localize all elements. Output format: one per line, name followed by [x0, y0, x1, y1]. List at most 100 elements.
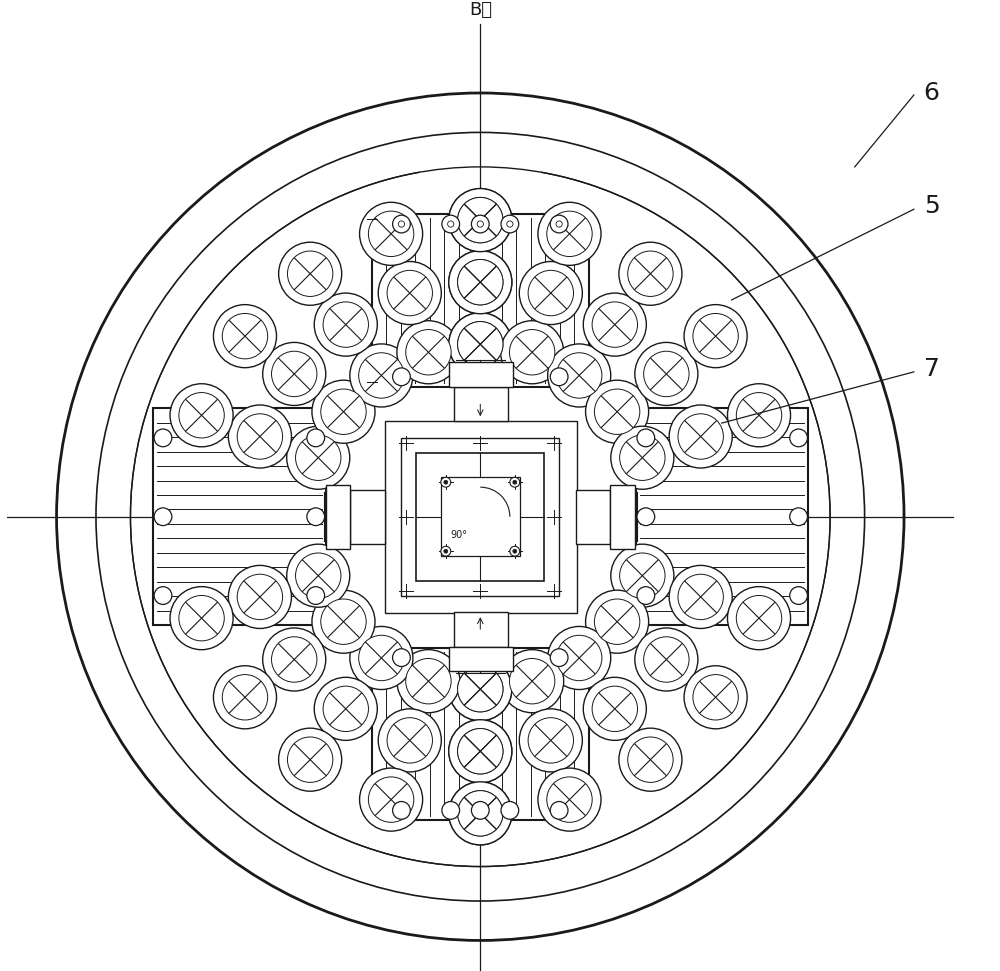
- Circle shape: [790, 508, 807, 525]
- Circle shape: [387, 718, 432, 763]
- Circle shape: [557, 352, 602, 398]
- Circle shape: [620, 435, 665, 481]
- Circle shape: [458, 728, 503, 774]
- Circle shape: [458, 728, 503, 774]
- Circle shape: [592, 302, 638, 348]
- Bar: [576, 490, 610, 545]
- Circle shape: [550, 801, 568, 820]
- Circle shape: [296, 553, 341, 598]
- Circle shape: [321, 389, 366, 434]
- Circle shape: [287, 426, 350, 489]
- Circle shape: [477, 221, 483, 227]
- Circle shape: [307, 586, 325, 604]
- Circle shape: [684, 666, 747, 729]
- Circle shape: [442, 216, 460, 233]
- Text: 7: 7: [924, 357, 940, 381]
- Circle shape: [406, 329, 451, 375]
- Circle shape: [449, 188, 512, 251]
- Circle shape: [296, 435, 341, 481]
- Circle shape: [458, 321, 503, 367]
- Circle shape: [471, 216, 489, 233]
- Circle shape: [287, 544, 350, 607]
- Circle shape: [471, 368, 489, 385]
- Circle shape: [550, 368, 568, 385]
- Circle shape: [222, 675, 268, 720]
- Circle shape: [314, 678, 377, 740]
- Circle shape: [510, 547, 520, 556]
- Circle shape: [154, 429, 172, 447]
- Bar: [326, 486, 350, 550]
- Circle shape: [790, 586, 807, 604]
- Circle shape: [393, 216, 410, 233]
- Circle shape: [449, 782, 512, 845]
- Circle shape: [501, 650, 564, 713]
- Circle shape: [471, 649, 489, 666]
- Circle shape: [321, 599, 366, 645]
- Circle shape: [263, 343, 326, 406]
- Text: 90°: 90°: [451, 530, 468, 541]
- Bar: [610, 486, 635, 550]
- Circle shape: [393, 801, 410, 820]
- Circle shape: [736, 595, 782, 641]
- Circle shape: [458, 197, 503, 243]
- Circle shape: [154, 586, 172, 604]
- Circle shape: [458, 666, 503, 712]
- Bar: [385, 421, 577, 614]
- Circle shape: [628, 251, 673, 296]
- Circle shape: [550, 649, 568, 666]
- Circle shape: [548, 344, 611, 407]
- Text: 5: 5: [924, 194, 939, 218]
- Circle shape: [637, 429, 655, 447]
- Bar: [454, 613, 508, 647]
- Circle shape: [547, 211, 592, 256]
- Circle shape: [406, 658, 451, 704]
- Circle shape: [444, 550, 448, 553]
- Circle shape: [790, 429, 807, 447]
- Circle shape: [594, 599, 640, 645]
- Bar: [636, 409, 808, 625]
- Circle shape: [620, 553, 665, 598]
- Circle shape: [736, 392, 782, 438]
- Circle shape: [312, 590, 375, 653]
- Bar: [372, 648, 589, 820]
- Circle shape: [509, 658, 555, 704]
- Circle shape: [509, 329, 555, 375]
- Circle shape: [448, 221, 454, 227]
- Circle shape: [170, 586, 233, 650]
- Circle shape: [586, 381, 649, 444]
- Circle shape: [550, 216, 568, 233]
- Circle shape: [644, 352, 689, 396]
- Circle shape: [323, 686, 368, 731]
- Circle shape: [237, 414, 283, 459]
- Circle shape: [350, 626, 413, 689]
- Circle shape: [272, 637, 317, 683]
- Circle shape: [393, 368, 410, 385]
- Circle shape: [619, 242, 682, 305]
- Circle shape: [507, 221, 513, 227]
- Circle shape: [228, 565, 291, 628]
- Circle shape: [501, 801, 519, 820]
- Circle shape: [458, 197, 503, 243]
- Circle shape: [556, 221, 562, 227]
- Circle shape: [513, 550, 517, 553]
- Circle shape: [393, 649, 410, 666]
- Circle shape: [678, 414, 723, 459]
- Bar: [449, 647, 513, 671]
- Circle shape: [519, 261, 582, 324]
- Circle shape: [378, 709, 441, 772]
- Circle shape: [441, 478, 451, 487]
- Circle shape: [583, 293, 646, 356]
- Circle shape: [449, 782, 512, 845]
- Circle shape: [635, 343, 698, 406]
- Circle shape: [513, 481, 517, 485]
- Circle shape: [213, 666, 277, 729]
- Circle shape: [387, 270, 432, 316]
- Circle shape: [237, 574, 283, 619]
- Circle shape: [397, 650, 460, 713]
- Circle shape: [669, 405, 732, 468]
- Circle shape: [628, 737, 673, 783]
- Circle shape: [222, 314, 268, 359]
- Circle shape: [287, 737, 333, 783]
- Bar: [372, 215, 589, 386]
- Circle shape: [441, 547, 451, 556]
